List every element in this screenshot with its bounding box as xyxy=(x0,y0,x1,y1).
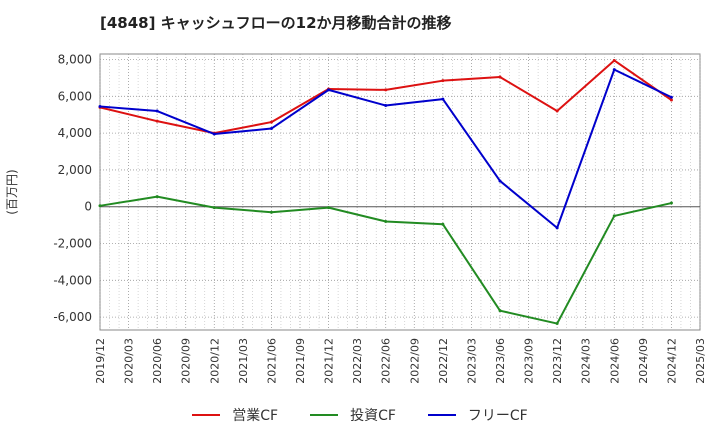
y-tick-label: 2,000 xyxy=(58,163,92,177)
x-tick-label: 2021/12 xyxy=(323,338,336,384)
x-tick-label: 2020/06 xyxy=(151,338,164,384)
x-tick-label: 2020/03 xyxy=(123,338,136,384)
chart-title: [4848] キャッシュフローの12か月移動合計の推移 xyxy=(100,14,452,32)
data-point xyxy=(98,204,102,208)
legend-label: 営業CF xyxy=(232,408,279,424)
data-point xyxy=(98,104,102,108)
data-point xyxy=(155,119,159,123)
x-tick-label: 2023/06 xyxy=(494,338,507,384)
y-tick-label: 4,000 xyxy=(58,126,92,140)
data-point xyxy=(441,97,445,101)
x-tick-label: 2021/06 xyxy=(265,338,278,384)
data-point xyxy=(612,58,616,62)
x-tick-label: 2021/03 xyxy=(237,338,250,384)
legend-item: 投資CF xyxy=(310,405,396,425)
data-point xyxy=(555,322,559,326)
data-point xyxy=(269,210,273,214)
x-tick-label: 2019/12 xyxy=(94,338,107,384)
data-point xyxy=(612,214,616,218)
data-point xyxy=(555,226,559,230)
data-point xyxy=(498,179,502,183)
data-point xyxy=(555,109,559,113)
data-point xyxy=(212,132,216,136)
legend-item: 営業CF xyxy=(192,405,278,425)
data-point xyxy=(155,109,159,113)
data-point xyxy=(612,68,616,72)
legend-item: フリーCF xyxy=(427,405,528,425)
y-axis-label: (百万円) xyxy=(5,169,19,214)
legend: 営業CF 投資CF フリーCF xyxy=(0,404,720,425)
legend-label: 投資CF xyxy=(350,408,396,424)
x-tick-label: 2024/12 xyxy=(665,338,678,384)
data-point xyxy=(669,98,673,102)
x-tick-label: 2022/06 xyxy=(380,338,393,384)
x-tick-label: 2020/09 xyxy=(180,338,193,384)
data-point xyxy=(669,95,673,99)
x-tick-label: 2023/09 xyxy=(523,338,536,384)
data-point xyxy=(269,120,273,124)
x-tick-label: 2025/03 xyxy=(694,338,707,384)
data-point xyxy=(384,88,388,92)
y-tick-label: 6,000 xyxy=(58,89,92,103)
legend-swatch xyxy=(310,414,339,416)
y-tick-label: 0 xyxy=(84,200,92,214)
x-tick-label: 2022/09 xyxy=(408,338,421,384)
x-tick-label: 2022/12 xyxy=(437,338,450,384)
data-point xyxy=(327,88,331,92)
x-tick-label: 2021/09 xyxy=(294,338,307,384)
data-point xyxy=(441,79,445,83)
data-point xyxy=(155,195,159,199)
x-tick-label: 2020/12 xyxy=(208,338,221,384)
y-tick-label: -6,000 xyxy=(53,310,92,324)
data-point xyxy=(498,309,502,313)
y-tick-label: -2,000 xyxy=(53,237,92,251)
data-point xyxy=(327,206,331,210)
y-tick-label: -4,000 xyxy=(53,273,92,287)
x-tick-label: 2024/09 xyxy=(637,338,650,384)
x-tick-label: 2023/12 xyxy=(551,338,564,384)
x-tick-label: 2023/03 xyxy=(465,338,478,384)
plot-area xyxy=(99,53,701,331)
data-point xyxy=(212,206,216,210)
y-tick-label: 8,000 xyxy=(58,53,92,67)
legend-swatch xyxy=(192,414,221,416)
data-point xyxy=(441,222,445,226)
data-point xyxy=(384,219,388,223)
legend-swatch xyxy=(427,414,456,416)
x-tick-label: 2024/03 xyxy=(580,338,593,384)
x-tick-label: 2024/06 xyxy=(608,338,621,384)
data-point xyxy=(669,201,673,205)
data-point xyxy=(498,75,502,79)
data-point xyxy=(384,104,388,108)
data-point xyxy=(269,127,273,131)
legend-label: フリーCF xyxy=(467,408,528,424)
x-tick-label: 2022/03 xyxy=(351,338,364,384)
